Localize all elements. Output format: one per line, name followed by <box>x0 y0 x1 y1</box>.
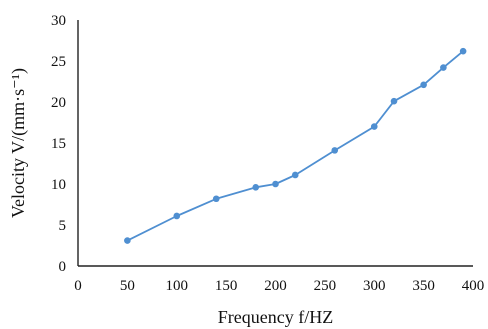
data-point <box>331 147 339 154</box>
data-point <box>440 64 447 71</box>
series-line <box>126 50 464 242</box>
y-tick-label: 15 <box>51 136 66 152</box>
x-tick-label: 350 <box>412 278 435 294</box>
x-tick-label: 150 <box>215 278 238 294</box>
data-point <box>390 97 398 105</box>
y-tick-label: 25 <box>51 54 66 70</box>
x-tick-label: 400 <box>462 278 485 294</box>
y-tick-labels: 0 5 10 15 20 25 30 <box>51 13 66 275</box>
data-point <box>252 183 260 191</box>
y-tick-label: 0 <box>59 259 67 275</box>
data-point <box>291 171 299 179</box>
y-axis-title: Velocity V/(mm·s⁻¹) <box>8 68 29 218</box>
x-axis-title: Frequency f/HZ <box>218 307 333 327</box>
data-point <box>370 123 378 130</box>
data-point <box>124 237 131 244</box>
data-point <box>272 180 279 188</box>
x-tick-labels: 0 50 100 150 200 250 300 350 400 <box>74 278 484 294</box>
x-tick-label: 200 <box>264 278 287 294</box>
y-tick-label: 10 <box>51 177 66 193</box>
y-tick-label: 30 <box>51 13 66 29</box>
series-layer <box>124 47 467 244</box>
data-point <box>173 212 181 220</box>
x-tick-label: 0 <box>74 278 82 294</box>
data-point <box>212 195 220 203</box>
x-tick-label: 250 <box>314 278 337 294</box>
data-point <box>459 47 467 55</box>
x-tick-label: 100 <box>166 278 189 294</box>
x-tick-label: 300 <box>363 278 386 294</box>
y-tick-label: 5 <box>59 218 67 234</box>
axes <box>77 20 473 267</box>
data-point <box>420 81 427 89</box>
y-tick-label: 20 <box>51 95 66 111</box>
x-tick-label: 50 <box>120 278 135 294</box>
